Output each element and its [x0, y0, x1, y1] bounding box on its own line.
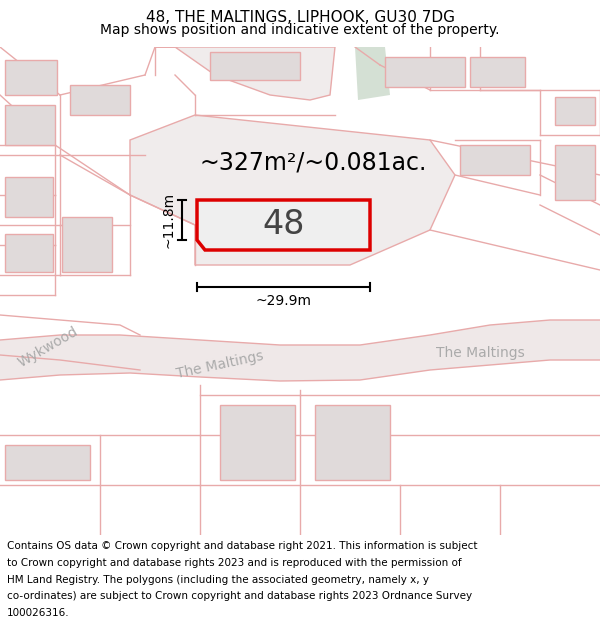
Text: 100026316.: 100026316.	[7, 608, 70, 618]
Text: to Crown copyright and database rights 2023 and is reproduced with the permissio: to Crown copyright and database rights 2…	[7, 558, 462, 568]
Text: 48, THE MALTINGS, LIPHOOK, GU30 7DG: 48, THE MALTINGS, LIPHOOK, GU30 7DG	[146, 11, 455, 26]
Bar	[5, 177, 53, 217]
Text: The Maltings: The Maltings	[175, 349, 265, 381]
Bar	[5, 234, 53, 272]
Text: 48: 48	[262, 209, 305, 241]
Polygon shape	[130, 115, 455, 265]
Bar	[555, 97, 595, 125]
Text: ~11.8m: ~11.8m	[162, 192, 176, 248]
Text: ~29.9m: ~29.9m	[256, 294, 311, 308]
Text: Contains OS data © Crown copyright and database right 2021. This information is : Contains OS data © Crown copyright and d…	[7, 541, 478, 551]
Text: Wykwood: Wykwood	[16, 324, 80, 370]
Bar	[460, 145, 530, 175]
Polygon shape	[0, 320, 600, 381]
Text: HM Land Registry. The polygons (including the associated geometry, namely x, y: HM Land Registry. The polygons (includin…	[7, 574, 429, 584]
Bar	[385, 57, 465, 87]
Text: co-ordinates) are subject to Crown copyright and database rights 2023 Ordnance S: co-ordinates) are subject to Crown copyr…	[7, 591, 472, 601]
Bar	[5, 105, 55, 145]
Bar	[62, 217, 112, 272]
Bar	[5, 60, 57, 95]
Polygon shape	[355, 47, 390, 100]
Bar	[470, 57, 525, 87]
Text: The Maltings: The Maltings	[436, 346, 524, 360]
Polygon shape	[197, 200, 370, 250]
Text: Map shows position and indicative extent of the property.: Map shows position and indicative extent…	[100, 22, 500, 37]
Bar	[555, 145, 595, 200]
Bar	[5, 445, 90, 480]
Polygon shape	[155, 47, 335, 100]
Polygon shape	[155, 47, 335, 100]
Bar	[315, 405, 390, 480]
Bar	[210, 52, 300, 80]
Text: ~327m²/~0.081ac.: ~327m²/~0.081ac.	[200, 151, 427, 175]
Bar	[70, 85, 130, 115]
Bar	[220, 405, 295, 480]
